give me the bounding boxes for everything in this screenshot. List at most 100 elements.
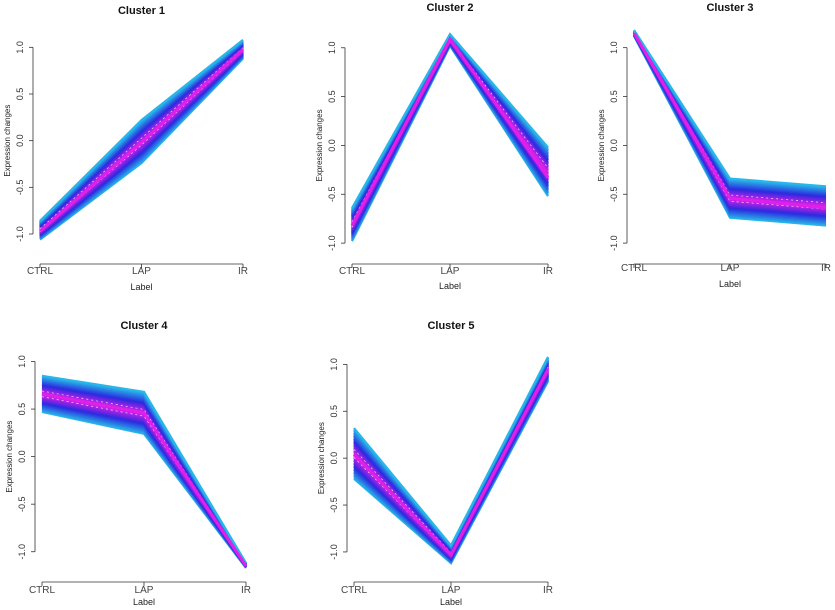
y-axis-label: Expression changes [317,422,326,494]
y-tick-label: 0.0 [15,134,25,147]
profile-line [39,39,244,222]
y-tick-label: -1.0 [329,544,339,560]
y-tick-label: 1.0 [327,42,337,55]
mean-profile-line [352,368,550,558]
x-axis-label: Label [130,282,152,292]
x-tick-label: IR [543,266,553,277]
x-tick-label: LAP [442,585,461,596]
mean-profile-line [41,392,248,567]
profile-line [353,362,549,552]
mean-profile-line [350,36,550,227]
y-tick-label: -1.0 [15,226,25,242]
y-axis-label: Expression changes [315,109,324,181]
y-tick-label: 0.0 [609,139,619,152]
profile-line [633,30,827,195]
profile-line [633,30,827,194]
y-tick-label: 0.5 [327,90,337,103]
y-tick-label: -0.5 [329,497,339,513]
profile-line [353,363,549,553]
profile-line [633,31,827,203]
x-tick-label: IR [543,585,553,596]
profile-line [41,410,247,569]
profile-line [351,36,549,223]
y-tick-label: -0.5 [15,180,25,196]
profile-line-dashed [351,38,549,223]
x-tick-label: IR [238,266,248,277]
profile-line [353,357,549,548]
chart-cluster-5: Cluster 5 -1.0 -0.5 0.0 0.5 1.0 Expression cha… [317,320,553,607]
profile-line [633,31,827,201]
y-tick-label: 0.5 [609,90,619,103]
x-tick-label: CTRL [339,266,366,277]
y-tick-label: 0.5 [15,88,25,101]
x-tick-label: LAP [132,266,151,277]
chart-title: Cluster 5 [427,320,474,332]
profile-line-dashed [353,370,549,557]
profile-line [633,30,827,197]
y-tick-label: 1.0 [17,355,27,368]
mean-profile-line [39,48,245,233]
profile-line [353,356,549,548]
profile-line [353,364,549,554]
profile-line [353,359,549,550]
chart-cluster-3: Cluster 3 -1.0 -0.5 0.0 0.5 1.0 Expression cha… [597,2,831,289]
profile-line [353,362,549,553]
profile-line [633,31,827,202]
profile-line [41,374,247,564]
profile-line [353,366,549,555]
profile-line [633,30,827,193]
x-tick-label: CTRL [27,266,54,277]
x-axis-label: Label [440,597,462,607]
chart-cluster-1: Cluster 1 -1.0 -0.5 0.0 0.5 1.0 Expression cha… [3,5,248,292]
y-tick-label: -1.0 [609,235,619,251]
profile-line [353,361,549,551]
y-tick-label: 1.0 [329,358,339,371]
profile-line [351,37,549,224]
y-tick-label: -0.5 [609,186,619,202]
profile-line [633,31,827,198]
y-tick-label: 0.0 [327,139,337,152]
x-tick-label: CTRL [621,263,648,274]
profile-line [633,31,827,199]
chart-cluster-4: Cluster 4 -1.0 -0.5 0.0 0.5 1.0 Expression cha… [5,320,251,607]
y-tick-label: 0.0 [17,450,27,463]
x-tick-label: IR [821,263,831,274]
profile-line [353,359,549,550]
x-tick-label: LAP [721,263,740,274]
y-axis-label: Expression changes [597,109,606,181]
profile-line-dashed [353,366,549,554]
y-tick-label: 0.0 [329,452,339,465]
profile-line [353,357,549,549]
profile-line [353,364,549,554]
profile-line [351,32,549,209]
x-axis-label: Label [133,597,155,607]
profile-line [353,367,549,556]
profile-line [633,30,827,191]
profile-line [353,365,549,555]
profile-line [353,367,549,556]
profile-line [633,29,827,188]
x-tick-label: IR [241,585,251,596]
y-tick-label: 0.5 [17,403,27,416]
y-tick-label: 1.0 [609,41,619,54]
y-tick-label: -0.5 [327,187,337,203]
x-tick-label: CTRL [341,585,368,596]
y-axis-label: Expression changes [5,421,14,493]
x-tick-label: CTRL [29,585,56,596]
chart-cluster-2: Cluster 2 -1.0 -0.5 0.0 0.5 1.0 Expression cha… [315,2,553,291]
x-axis-label: Label [439,281,461,291]
y-tick-label: 1.0 [15,41,25,54]
x-tick-label: LAP [135,585,154,596]
mean-profile-line [632,32,827,210]
profile-line [633,29,827,189]
y-tick-label: -1.0 [327,235,337,251]
x-axis-label: Label [719,279,741,289]
profile-line [633,30,827,196]
chart-title: Cluster 2 [426,2,473,14]
chart-title: Cluster 3 [706,2,753,14]
profile-line [353,358,549,549]
y-tick-label: 0.5 [329,405,339,418]
chart-title: Cluster 4 [120,320,168,332]
